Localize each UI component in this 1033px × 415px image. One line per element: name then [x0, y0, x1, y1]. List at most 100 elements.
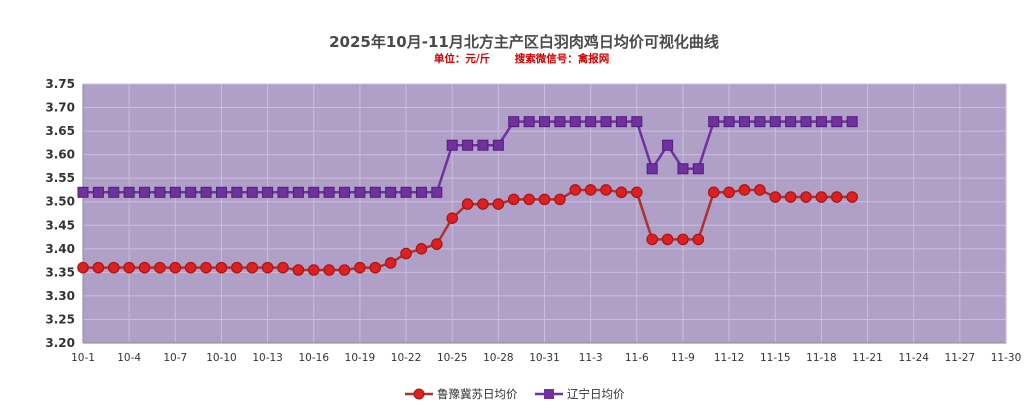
- data-point: [523, 193, 535, 206]
- data-point: [369, 261, 382, 274]
- data-point: [754, 184, 766, 196]
- data-point: [323, 186, 335, 198]
- data-point: [569, 184, 582, 196]
- data-point: [169, 186, 181, 198]
- data-point: [385, 186, 397, 198]
- x-tick-label: 11-6: [625, 352, 649, 364]
- axes: 3.20 3.25 3.30 3.35 3.40 3.45 3.50 3.55 3.60 3.65…: [45, 77, 1021, 364]
- data-point: [677, 233, 689, 246]
- series-layer: [77, 116, 858, 276]
- data-point: [538, 193, 551, 206]
- y-tick-label: 3.70: [45, 101, 75, 115]
- data-point: [200, 186, 212, 198]
- data-point: [262, 186, 274, 198]
- data-point: [477, 198, 489, 210]
- data-point: [462, 139, 474, 151]
- data-point: [184, 261, 197, 274]
- y-tick-label: 3.55: [45, 171, 75, 185]
- data-point: [815, 191, 828, 203]
- legend-item: 辽宁日均价: [535, 387, 625, 401]
- data-point: [384, 257, 397, 269]
- data-point: [508, 116, 520, 128]
- x-tick-label: 10-16: [298, 352, 329, 364]
- data-point: [169, 261, 182, 274]
- data-point: [692, 233, 705, 246]
- data-point: [200, 261, 212, 274]
- legend: 鲁豫冀苏日均价 辽宁日均价: [405, 387, 625, 401]
- data-point: [354, 261, 366, 274]
- data-point: [708, 116, 720, 128]
- data-point: [831, 116, 843, 128]
- data-point: [92, 186, 104, 198]
- data-point: [107, 261, 120, 274]
- data-point: [92, 261, 105, 274]
- data-point: [492, 198, 505, 210]
- y-tick-label: 3.25: [45, 312, 75, 326]
- data-point: [661, 233, 674, 246]
- data-point: [539, 116, 550, 128]
- data-point: [415, 186, 427, 198]
- data-point: [492, 139, 504, 151]
- data-point: [292, 186, 304, 198]
- x-tick-label: 11-3: [579, 352, 603, 364]
- data-point: [677, 163, 689, 175]
- y-tick-label: 3.60: [45, 148, 75, 162]
- legend-item: 鲁豫冀苏日均价: [405, 387, 518, 401]
- data-point: [338, 264, 351, 276]
- data-point: [261, 261, 274, 274]
- x-tick-label: 10-25: [437, 352, 468, 364]
- data-point: [215, 186, 227, 198]
- data-point: [354, 186, 366, 198]
- data-point: [784, 191, 797, 203]
- data-point: [215, 261, 228, 274]
- y-tick-label: 3.45: [45, 218, 75, 232]
- data-point: [846, 191, 858, 203]
- data-point: [446, 212, 458, 225]
- y-tick-label: 3.35: [45, 265, 75, 279]
- data-point: [431, 186, 443, 198]
- data-point: [584, 184, 597, 196]
- data-point: [631, 116, 643, 128]
- data-point: [446, 139, 458, 151]
- x-tick-label: 11-12: [714, 352, 745, 364]
- data-point: [277, 186, 289, 198]
- data-point: [154, 261, 166, 274]
- data-point: [554, 116, 566, 128]
- x-tick-label: 10-31: [529, 352, 560, 364]
- x-tick-label: 11-24: [898, 352, 929, 364]
- data-point: [800, 191, 812, 203]
- data-point: [769, 116, 781, 128]
- data-point: [138, 261, 151, 274]
- series-1: [77, 184, 858, 276]
- data-point: [139, 186, 151, 198]
- data-point: [723, 116, 735, 128]
- y-tick-label: 3.30: [45, 289, 75, 303]
- legend-label: 鲁豫冀苏日均价: [437, 387, 518, 401]
- data-point: [400, 247, 412, 260]
- data-point: [800, 116, 812, 128]
- x-tick-label: 10-22: [391, 352, 422, 364]
- data-point: [692, 163, 704, 175]
- data-point: [523, 116, 535, 128]
- x-tick-label: 10-4: [117, 352, 141, 364]
- data-point: [600, 116, 612, 128]
- y-tick-label: 3.75: [45, 77, 75, 91]
- data-point: [246, 186, 258, 198]
- x-tick-label: 10-13: [252, 352, 283, 364]
- data-point: [77, 261, 89, 274]
- x-tick-label: 10-28: [483, 352, 514, 364]
- x-tick-label: 10-19: [345, 352, 376, 364]
- chart-title: 2025年10月-11月北方主产区白羽肉鸡日均价可视化曲线: [329, 33, 719, 51]
- x-tick-label: 11-15: [760, 352, 791, 364]
- data-point: [846, 116, 858, 128]
- data-point: [277, 261, 289, 274]
- data-point: [585, 116, 597, 128]
- data-point: [646, 163, 658, 175]
- x-tick-label: 10-10: [206, 352, 237, 364]
- x-tick-label: 11-9: [671, 352, 695, 364]
- data-point: [754, 116, 766, 128]
- data-point: [707, 186, 720, 199]
- data-point: [246, 261, 259, 274]
- data-point: [769, 191, 782, 203]
- data-point: [600, 184, 612, 196]
